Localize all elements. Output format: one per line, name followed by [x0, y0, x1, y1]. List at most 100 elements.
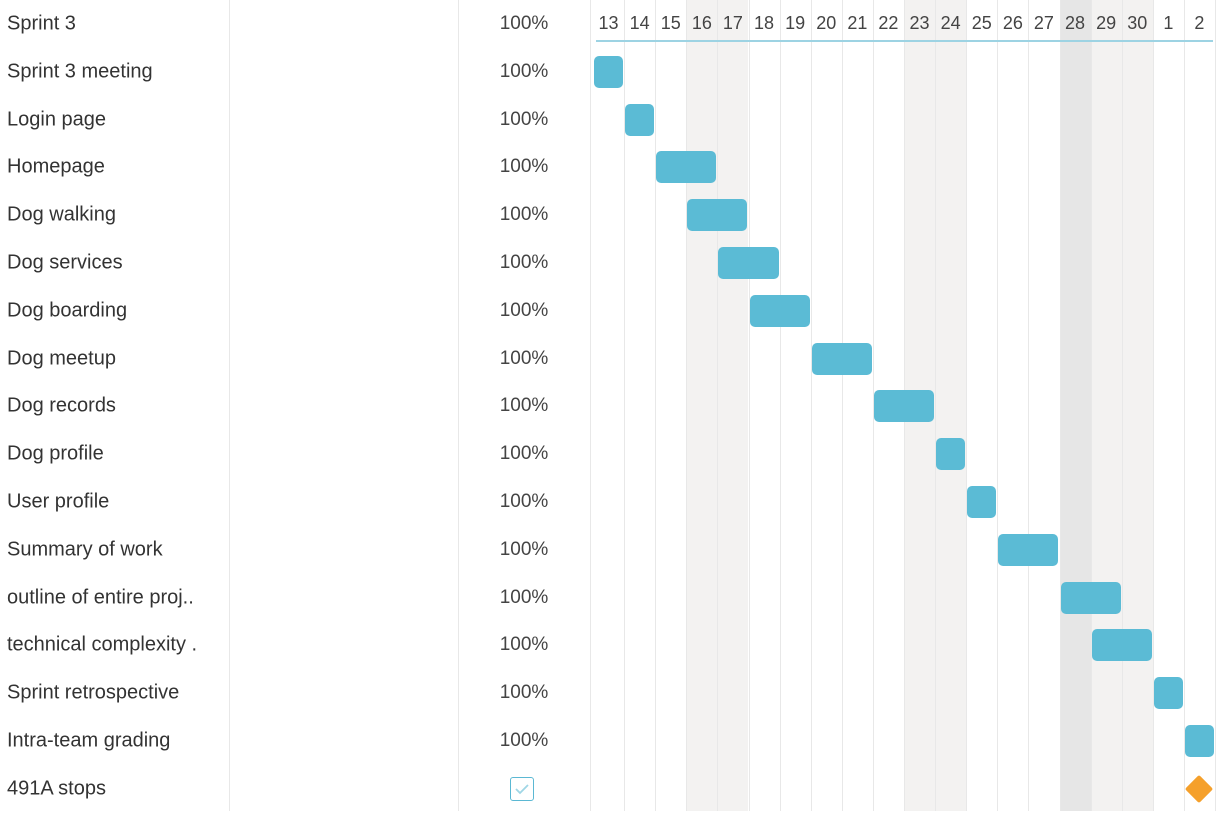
day-label: 27: [1033, 13, 1054, 33]
day-gridline: [935, 0, 937, 811]
day-label: 26: [1002, 13, 1023, 33]
task-progress: 100%: [499, 538, 549, 560]
task-bar[interactable]: [1153, 677, 1183, 710]
task-progress: 100%: [499, 586, 549, 608]
task-bar[interactable]: [656, 151, 717, 184]
task-bar[interactable]: [811, 342, 872, 375]
task-row[interactable]: outline of entire proj.. 100%: [0, 574, 590, 622]
task-row[interactable]: Login page 100%: [0, 96, 590, 144]
task-name: Dog walking: [7, 203, 116, 226]
task-bar[interactable]: [718, 246, 779, 279]
task-name: Summary of work: [7, 538, 163, 561]
task-name: Dog boarding: [7, 299, 128, 322]
day-label: 23: [909, 13, 930, 33]
column-divider: [458, 0, 459, 811]
sprint-header-row[interactable]: Sprint 3 100%: [0, 0, 590, 48]
task-bar[interactable]: [749, 294, 810, 327]
day-column-shade: [1121, 0, 1153, 811]
task-progress: 100%: [499, 252, 549, 273]
task-row[interactable]: Dog records 100%: [0, 382, 590, 430]
task-name: 491A stops: [7, 777, 106, 800]
milestone-row[interactable]: 491A stops: [0, 765, 590, 813]
task-row[interactable]: Intra-team grading 100%: [0, 717, 590, 765]
day-label: 24: [940, 13, 961, 33]
day-gridline: [841, 0, 843, 811]
task-bar[interactable]: [873, 390, 935, 423]
task-row[interactable]: Sprint 3 meeting 100%: [0, 48, 590, 96]
task-name: Dog services: [7, 251, 123, 274]
day-gridline: [1059, 0, 1061, 811]
day-gridline: [717, 0, 719, 811]
day-gridline: [779, 0, 781, 811]
day-label: 28: [1065, 13, 1086, 33]
day-gridline: [748, 0, 750, 811]
day-gridline: [686, 0, 688, 811]
day-label: 17: [722, 13, 743, 33]
task-name: Dog profile: [7, 442, 104, 465]
task-row[interactable]: User profile 100%: [0, 478, 590, 526]
day-label: 16: [691, 13, 712, 33]
task-bar[interactable]: [687, 199, 748, 232]
task-row[interactable]: Homepage 100%: [0, 143, 590, 191]
task-progress: 100%: [499, 443, 549, 465]
task-progress: 100%: [499, 13, 549, 34]
day-label: 15: [660, 13, 681, 33]
task-name: User profile: [7, 490, 110, 513]
task-name: Homepage: [7, 155, 105, 178]
day-gridline: [966, 0, 968, 811]
task-row[interactable]: Dog walking 100%: [0, 191, 590, 239]
day-gridline: [1028, 0, 1030, 811]
day-label: 25: [971, 13, 992, 33]
day-gridline: [1152, 0, 1154, 811]
task-row[interactable]: Sprint retrospective 100%: [0, 669, 590, 717]
diamond-icon[interactable]: [1185, 774, 1214, 803]
checkmark-icon[interactable]: [510, 776, 534, 801]
task-row[interactable]: Dog services 100%: [0, 239, 590, 287]
task-name: Sprint retrospective: [7, 681, 180, 704]
day-label: 29: [1096, 13, 1117, 33]
day-label: 22: [878, 13, 899, 33]
day-gridline: [872, 0, 874, 811]
task-name: Intra-team grading: [7, 729, 171, 752]
day-column-shade: [1090, 0, 1122, 811]
task-progress: 100%: [499, 299, 549, 321]
day-gridline: [1215, 0, 1216, 811]
task-progress: 100%: [499, 108, 549, 130]
task-bar[interactable]: [967, 485, 997, 518]
task-name: Sprint 3 meeting: [7, 60, 153, 83]
day-label: 13: [598, 13, 619, 33]
task-progress: 100%: [499, 204, 549, 226]
task-row[interactable]: technical complexity . 100%: [0, 621, 590, 669]
task-progress: 100%: [499, 60, 549, 82]
task-bar[interactable]: [594, 55, 624, 88]
sprint-span-line: [596, 40, 1213, 42]
day-gridline: [1183, 0, 1185, 811]
task-name: outline of entire proj..: [7, 586, 194, 609]
task-bar[interactable]: [625, 103, 655, 136]
day-label: 14: [629, 13, 650, 33]
task-name: Dog records: [7, 394, 116, 417]
task-progress: 100%: [499, 347, 549, 369]
task-row[interactable]: Dog profile 100%: [0, 430, 590, 478]
day-label: 2: [1194, 13, 1205, 33]
day-column-shade: [935, 0, 967, 811]
task-bar[interactable]: [936, 438, 966, 471]
day-label: 30: [1127, 13, 1148, 33]
task-bar[interactable]: [998, 533, 1059, 566]
task-row[interactable]: Summary of work 100%: [0, 526, 590, 574]
day-column-shade: [1059, 0, 1091, 811]
task-name: Sprint 3: [7, 12, 76, 35]
day-label: 21: [847, 13, 868, 33]
day-label: 20: [816, 13, 837, 33]
task-bar[interactable]: [1060, 581, 1121, 614]
task-progress: 100%: [499, 395, 549, 417]
task-progress: 100%: [499, 730, 549, 751]
task-row[interactable]: Dog boarding 100%: [0, 287, 590, 335]
task-bar[interactable]: [1184, 724, 1214, 757]
task-bar[interactable]: [1091, 629, 1152, 662]
day-gridline: [1121, 0, 1123, 811]
day-column-shade: [686, 0, 718, 811]
task-row[interactable]: Dog meetup 100%: [0, 335, 590, 383]
task-name: Dog meetup: [7, 347, 116, 370]
